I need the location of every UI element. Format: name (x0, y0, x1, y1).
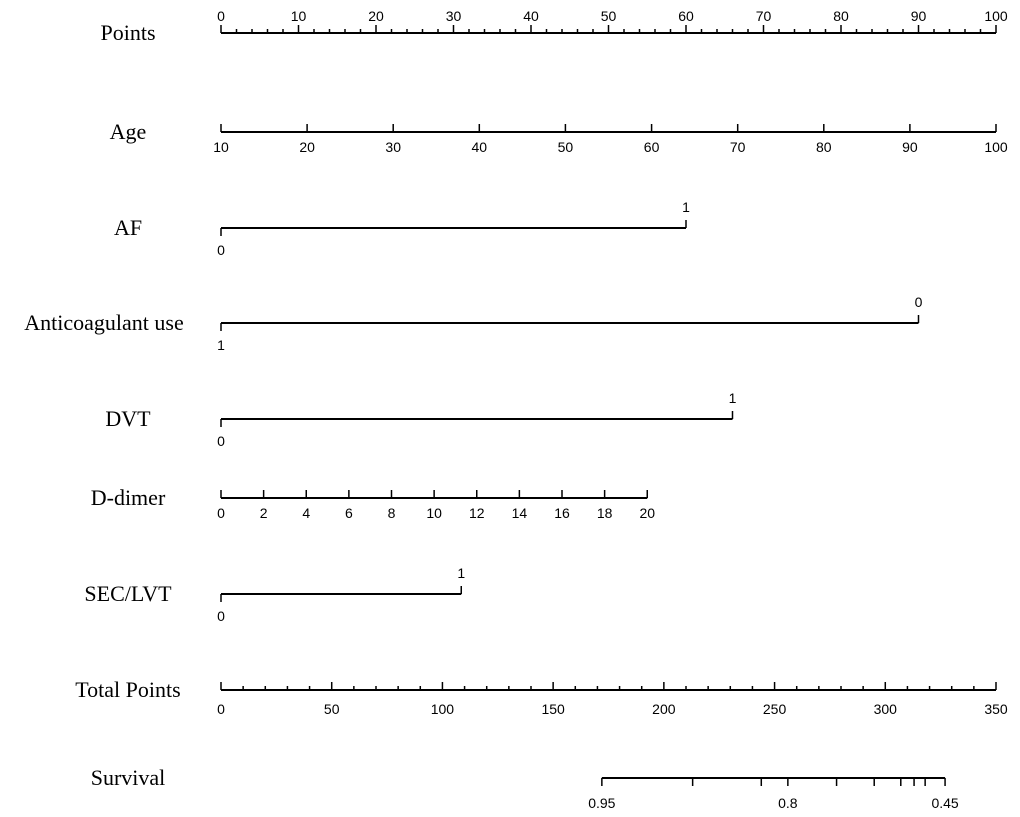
total-points-tick-label: 100 (431, 701, 455, 717)
d-dimer-tick-label: 20 (639, 505, 655, 521)
dvt-level-label: 0 (217, 433, 225, 449)
total-points-tick-label: 0 (217, 701, 225, 717)
points-tick-label: 0 (217, 8, 225, 24)
d-dimer-tick-label: 14 (512, 505, 528, 521)
points-tick-label: 60 (678, 8, 694, 24)
row-label-sec-lvt: SEC/LVT (84, 581, 172, 606)
total-points-tick-label: 350 (984, 701, 1008, 717)
row-label-anticoagulant-use: Anticoagulant use (24, 310, 183, 335)
age-tick-label: 50 (558, 139, 574, 155)
d-dimer-tick-label: 18 (597, 505, 613, 521)
age-tick-label: 20 (299, 139, 315, 155)
age-tick-label: 70 (730, 139, 746, 155)
points-tick-label: 100 (984, 8, 1008, 24)
points-tick-label: 70 (756, 8, 772, 24)
points-tick-label: 40 (523, 8, 539, 24)
d-dimer-tick-label: 10 (426, 505, 442, 521)
total-points-tick-label: 250 (763, 701, 787, 717)
points-tick-label: 50 (601, 8, 617, 24)
age-tick-label: 90 (902, 139, 918, 155)
age-tick-label: 100 (984, 139, 1008, 155)
survival-tick-label: 0.8 (778, 795, 798, 811)
survival-tick-label: 0.45 (931, 795, 958, 811)
sec-lvt-level-label: 0 (217, 608, 225, 624)
row-label-survival: Survival (91, 765, 166, 790)
row-label-points: Points (100, 20, 155, 45)
d-dimer-tick-label: 2 (260, 505, 268, 521)
age-tick-label: 40 (472, 139, 488, 155)
points-tick-label: 30 (446, 8, 462, 24)
d-dimer-tick-label: 8 (388, 505, 396, 521)
d-dimer-tick-label: 0 (217, 505, 225, 521)
row-label-age: Age (110, 119, 147, 144)
age-tick-label: 60 (644, 139, 660, 155)
survival-tick-label: 0.95 (588, 795, 615, 811)
anticoagulant-use-level-label: 1 (217, 337, 225, 353)
points-tick-label: 20 (368, 8, 384, 24)
d-dimer-tick-label: 4 (302, 505, 310, 521)
row-label-total-points: Total Points (75, 677, 180, 702)
total-points-tick-label: 50 (324, 701, 340, 717)
total-points-tick-label: 200 (652, 701, 676, 717)
points-tick-label: 10 (291, 8, 307, 24)
total-points-tick-label: 150 (541, 701, 565, 717)
anticoagulant-use-level-label: 0 (915, 294, 923, 310)
age-tick-label: 30 (385, 139, 401, 155)
total-points-tick-label: 300 (874, 701, 898, 717)
age-tick-label: 10 (213, 139, 229, 155)
af-level-label: 1 (682, 199, 690, 215)
dvt-level-label: 1 (729, 390, 737, 406)
row-label-af: AF (114, 215, 142, 240)
sec-lvt-level-label: 1 (457, 565, 465, 581)
points-tick-label: 90 (911, 8, 927, 24)
row-label-d-dimer: D-dimer (91, 485, 166, 510)
row-label-dvt: DVT (105, 406, 151, 431)
d-dimer-tick-label: 6 (345, 505, 353, 521)
af-level-label: 0 (217, 242, 225, 258)
points-tick-label: 80 (833, 8, 849, 24)
d-dimer-tick-label: 12 (469, 505, 485, 521)
age-tick-label: 80 (816, 139, 832, 155)
d-dimer-tick-label: 16 (554, 505, 570, 521)
